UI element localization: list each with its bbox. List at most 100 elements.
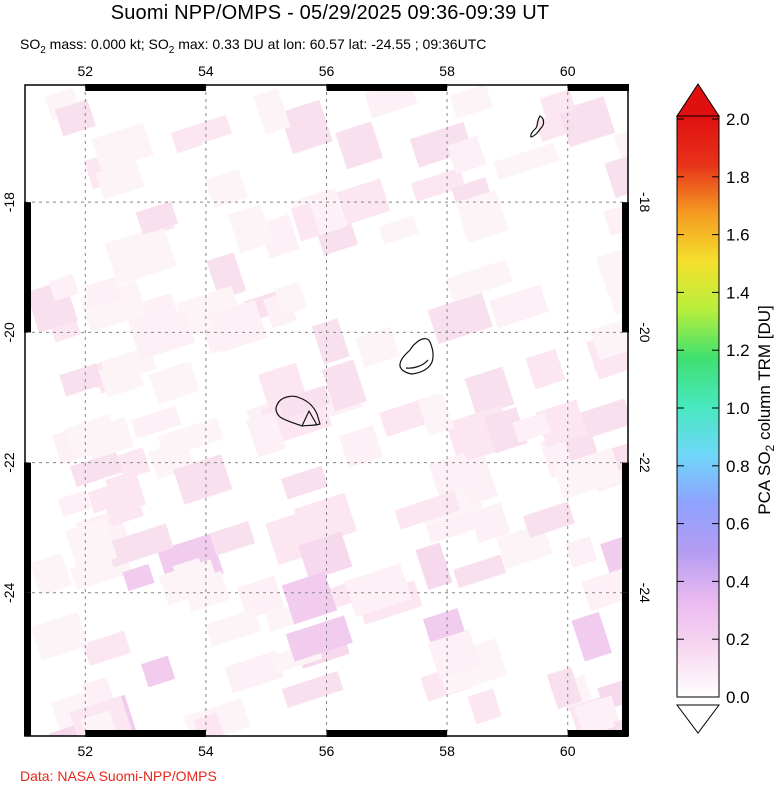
so2-max-word: SO [148,36,169,52]
so2-pixel [157,417,224,459]
so2-pixel [279,99,333,155]
colorbar-label: PCA SO2 column TRM [DU] [755,305,775,515]
so2-pixel [253,88,291,135]
colorbar-ramp [676,115,720,698]
lat-tick-label-left: -20 [1,322,17,342]
so2-pixel [173,454,233,505]
lat-tick-label-right: -22 [637,452,653,472]
so2-pixel [311,318,350,365]
map-border-bars [24,84,629,737]
colorbar-tick-label: 0.4 [726,572,750,591]
colorbar-tick-label: 1.8 [726,168,750,187]
lat-tick-label-left: -22 [1,452,17,472]
lon-tick-label-top: 58 [439,63,455,79]
so2-pixel [237,575,285,620]
so2-pixel [417,392,454,437]
frame-bar-corner [622,84,629,91]
data-credit: Data: NASA Suomi-NPP/OMPS [20,768,217,784]
frame-bar-bottom [567,730,628,737]
so2-pixel [493,142,560,180]
right-latitude-labels: -18 -20 -22 -24 [637,192,653,603]
so2-max-subscript: 2 [168,44,175,56]
so2-pixel [59,363,104,397]
so2-pixel [117,447,151,480]
lat-tick-label-right: -18 [637,192,653,212]
so2-pixel [553,447,622,500]
colorbar-tick-label: 1.0 [726,399,750,418]
lon-tick-label-bottom: 60 [560,743,576,759]
lon-tick-label-bottom: 56 [319,743,335,759]
so2-pixel [281,571,338,625]
colorbar-over-arrow [676,83,720,117]
so2-pixel [394,491,461,530]
so2-pixel [95,160,145,200]
lon-tick-label-top: 52 [78,63,94,79]
so2-pixel [141,655,176,688]
so2-pixel [48,273,79,302]
so2-pixel [84,276,122,309]
so2-pixel [446,135,487,175]
so2-pixel [525,348,566,390]
so2-pixel [122,563,155,592]
so2-pixel [535,399,588,448]
lat-tick-label-left: -18 [1,192,17,212]
colorbar: 0.0 0.2 0.4 0.6 0.8 1.0 1.2 1.4 1.6 1.8 2.0 PCA SO… [676,83,775,734]
so2-pixel [298,531,353,581]
colorbar-tick-label: 0.8 [726,457,750,476]
frame-bar-top [326,84,448,91]
so2-pixel [29,553,72,596]
so2-pixel [130,311,196,361]
so2-pixel [131,405,182,439]
so2-pixel [170,124,203,154]
so2-pixel [546,667,583,710]
lat-tick-label-right: -20 [637,322,653,342]
so2-pixel [338,425,383,468]
so2-pixel [105,523,174,568]
frame-bar-right [622,462,629,593]
so2-pixel [449,85,493,119]
so2-pixel [565,536,598,568]
lon-tick-label-bottom: 52 [78,743,94,759]
so2-pixel [523,501,575,538]
bottom-longitude-labels: 52 54 56 58 60 [78,743,576,759]
lat-tick-label-right: -24 [637,583,653,603]
so2-pixel [469,502,511,543]
so2-pixel [205,608,262,648]
lon-tick-label-bottom: 54 [198,743,214,759]
frame-bar-right [622,592,629,736]
frame-bar-top [85,84,206,91]
so2-pixel [602,258,628,315]
mauritius-island-outline [399,338,434,375]
so2-pixel [321,359,367,412]
so2-pixel [415,542,453,591]
so2-pixel [512,412,551,443]
so2-pixel [623,477,628,527]
so2-pixel [30,611,89,661]
so2-pixel [158,559,221,606]
so2-pixel [464,366,515,417]
so2-pixel [281,465,329,500]
so2-pixel [88,433,119,459]
so2-pixel [336,178,391,225]
so2-pixel [277,385,331,419]
frame-bar-left [24,462,31,593]
so2-pixel [281,670,344,708]
so2-pixel [100,480,144,527]
so2-pixel [603,203,628,236]
so2-pixel [206,252,247,300]
so2-pixel [64,518,118,571]
so2-pixel [483,406,528,454]
so2-pixel [70,451,123,488]
map-title: Suomi NPP/OMPS - 05/29/2025 09:36-09:39 … [110,2,550,24]
so2-pixel [574,695,621,736]
colorbar-tick-label: 0.6 [726,515,750,534]
so2-pixel [192,114,232,145]
so2-pixel [82,630,132,666]
so2-pixel [246,411,286,458]
so2-pixel [91,122,154,172]
lon-tick-label-bottom: 58 [439,743,455,759]
so2-pixel [355,326,400,368]
map-subtitle: SO2 mass: 0.000 kt; SO2 max: 0.33 DU at … [20,36,486,56]
so2-pixel [224,650,285,694]
colorbar-ticks: 0.0 0.2 0.4 0.6 0.8 1.0 1.2 1.4 1.6 1.8 2.0 [677,110,750,707]
